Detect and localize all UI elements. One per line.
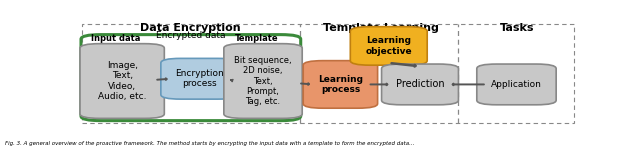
Text: Prediction: Prediction [396, 79, 444, 89]
Text: Learning
process: Learning process [318, 75, 363, 94]
Text: Tasks: Tasks [500, 23, 535, 33]
Text: Encryption
process: Encryption process [175, 69, 223, 88]
Text: Bit sequence,
2D noise,
Text,
Prompt,
Tag, etc.: Bit sequence, 2D noise, Text, Prompt, Ta… [234, 56, 292, 106]
FancyBboxPatch shape [477, 64, 556, 105]
FancyBboxPatch shape [303, 61, 378, 108]
Text: Template: Template [235, 34, 278, 43]
Text: Learning
objective: Learning objective [365, 36, 412, 56]
Text: Input data: Input data [91, 34, 140, 43]
FancyBboxPatch shape [80, 44, 164, 118]
FancyBboxPatch shape [381, 64, 458, 105]
FancyBboxPatch shape [224, 44, 302, 118]
Text: Fig. 3. A general overview of the proactive framework. The method starts by encr: Fig. 3. A general overview of the proact… [5, 141, 415, 146]
FancyBboxPatch shape [161, 58, 237, 99]
Text: Encrypted data: Encrypted data [156, 31, 226, 40]
Text: Application: Application [491, 80, 542, 89]
FancyBboxPatch shape [350, 27, 428, 65]
Text: Data Encryption: Data Encryption [140, 23, 241, 33]
Text: Image,
Text,
Video,
Audio, etc.: Image, Text, Video, Audio, etc. [98, 61, 147, 101]
Text: Template Learning: Template Learning [323, 23, 439, 33]
